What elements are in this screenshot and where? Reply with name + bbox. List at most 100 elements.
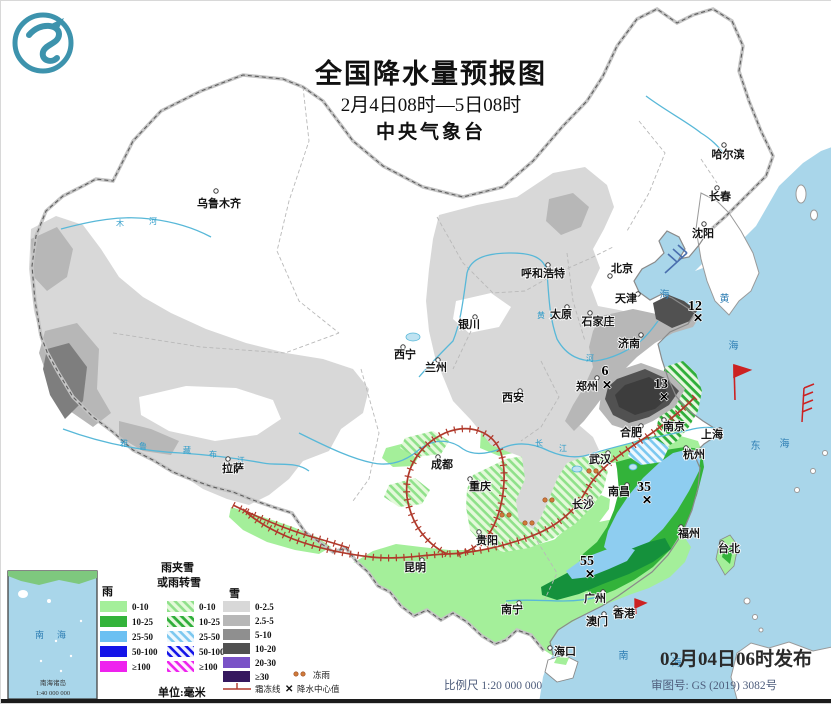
city-dot bbox=[624, 482, 630, 488]
river-label: 雅 bbox=[120, 438, 128, 448]
city-dot bbox=[594, 375, 600, 381]
freezing-rain-icon bbox=[542, 497, 555, 503]
city-label: 南宁 bbox=[501, 602, 523, 616]
qinghai-lake bbox=[405, 332, 421, 342]
legend-bin: 10-25 bbox=[132, 617, 153, 627]
sea-label: 海 bbox=[729, 339, 740, 352]
city-dot bbox=[545, 262, 551, 268]
legend: 雨 0-10 10-25 25-50 50-100 ≥100 雨夹雪 或雨转雪 … bbox=[100, 560, 340, 699]
inset-islands-label: 南海诸岛 bbox=[40, 678, 66, 687]
city-dot bbox=[435, 357, 441, 363]
snow-west-medium-3 bbox=[119, 421, 179, 455]
city-label: 沈阳 bbox=[692, 226, 714, 240]
sleet-blue-patch bbox=[628, 437, 669, 465]
province-borders bbox=[112, 86, 718, 600]
city-dot bbox=[587, 310, 593, 316]
wind-barb-hongkong-icon bbox=[634, 598, 648, 615]
city-dot bbox=[607, 273, 613, 279]
river-label: 木 bbox=[116, 218, 124, 228]
legend-swatch-snow-0 bbox=[223, 601, 250, 612]
pearl-river bbox=[505, 595, 602, 602]
city-label: 石家庄 bbox=[581, 314, 615, 328]
coastline bbox=[549, 230, 717, 656]
legend-frost-line-icon bbox=[223, 683, 251, 690]
legend-bin: 0-2.5 bbox=[255, 602, 274, 612]
freezing-rain-icon bbox=[522, 520, 535, 526]
yellow-river bbox=[418, 252, 659, 378]
legend-swatch-sleet-3 bbox=[167, 646, 194, 657]
precip-center-x: ✕ bbox=[659, 390, 669, 404]
legend-sleet-title1: 雨夹雪 bbox=[161, 560, 194, 574]
city-label: 成都 bbox=[431, 457, 453, 471]
taiwan-green bbox=[722, 544, 733, 564]
river-label: 鲁 bbox=[139, 441, 147, 451]
legend-swatch-snow-3 bbox=[223, 643, 250, 654]
city-label: 太原 bbox=[549, 307, 572, 321]
city-label: 杭州 bbox=[683, 447, 705, 461]
city-label: 哈尔滨 bbox=[712, 147, 745, 161]
city-dot bbox=[638, 423, 644, 429]
inset-coast bbox=[8, 571, 97, 585]
city-label: 南昌 bbox=[608, 484, 630, 498]
snow-central-light bbox=[426, 167, 658, 529]
legend-bin: 25-50 bbox=[199, 632, 220, 642]
river-labels: 木 河 黄 河 长 江 雅 鲁 藏 布 江 bbox=[116, 216, 594, 465]
city-dot bbox=[605, 450, 611, 456]
city-label: 合肥 bbox=[620, 425, 642, 439]
city-dot bbox=[719, 540, 725, 546]
precip-center-value: 6 bbox=[602, 364, 609, 379]
city-label: 长沙 bbox=[572, 497, 594, 511]
city-dot bbox=[467, 476, 473, 482]
city-dot bbox=[683, 445, 689, 451]
legend-swatch-sleet-0 bbox=[167, 601, 194, 612]
city-dot bbox=[476, 529, 482, 535]
city-dot bbox=[472, 314, 478, 320]
legend-bin: 2.5-5 bbox=[255, 616, 274, 626]
footer: 02月04日06时发布 比例尺 1:20 000 000 审图号: GS (20… bbox=[444, 647, 812, 692]
rivers bbox=[60, 95, 724, 602]
legend-swatch-rain-3 bbox=[100, 646, 127, 657]
precip-center-x: ✕ bbox=[693, 311, 703, 325]
songhua-river bbox=[645, 95, 724, 154]
city-label: 昆明 bbox=[404, 561, 426, 574]
city-dot bbox=[613, 605, 619, 611]
frost-line bbox=[231, 394, 698, 562]
city-dot bbox=[587, 495, 593, 501]
precip-center-value: 13 bbox=[654, 377, 668, 392]
inset-map: 南 海 南海诸岛 1:40 000 000 bbox=[7, 570, 98, 700]
wind-barb-bohai-icon bbox=[664, 244, 688, 274]
city-label: 香港 bbox=[612, 606, 636, 620]
city-label: 济南 bbox=[618, 336, 640, 350]
legend-swatch-snow-1 bbox=[223, 615, 250, 626]
city-dot bbox=[564, 304, 570, 310]
city-label: 西安 bbox=[502, 390, 524, 404]
legend-bin: 20-30 bbox=[255, 658, 276, 668]
precip-center-x: ✕ bbox=[642, 493, 652, 507]
city-label: 上海 bbox=[701, 427, 723, 441]
sea-label: 东 bbox=[751, 439, 762, 452]
inset-sea-label: 南 bbox=[35, 629, 44, 640]
yarlung-river bbox=[62, 428, 310, 472]
yangtze-river bbox=[298, 426, 715, 465]
city-label: 西宁 bbox=[394, 347, 416, 361]
precip-center-value: 55 bbox=[580, 554, 594, 569]
inset-sea-label: 海 bbox=[57, 629, 66, 640]
map-subtitle: 2月4日08时—5日08时 bbox=[341, 94, 522, 116]
legend-bin: 25-50 bbox=[132, 632, 153, 642]
snow-shandong-medium bbox=[565, 309, 700, 431]
sea-label: 黄 bbox=[720, 292, 731, 305]
freezing-rain-symbols bbox=[499, 468, 599, 526]
wind-barb-flag-icon bbox=[733, 363, 753, 401]
wind-barb-east-sea-icon bbox=[801, 383, 815, 423]
city-dot bbox=[714, 185, 720, 191]
legend-freezing-rain-label: 冻雨 bbox=[313, 670, 331, 680]
sea-label: 海 bbox=[780, 437, 791, 450]
freezing-rain-icon bbox=[586, 468, 599, 474]
title-block: 全国降水量预报图 2月4日08时—5日08时 中央气象台 bbox=[314, 58, 545, 143]
legend-bin: ≥30 bbox=[255, 672, 269, 682]
city-label: 贵阳 bbox=[476, 533, 498, 547]
snow-central-hole bbox=[453, 293, 511, 333]
precip-center-x: ✕ bbox=[602, 378, 612, 392]
city-label: 呼和浩特 bbox=[521, 266, 565, 280]
